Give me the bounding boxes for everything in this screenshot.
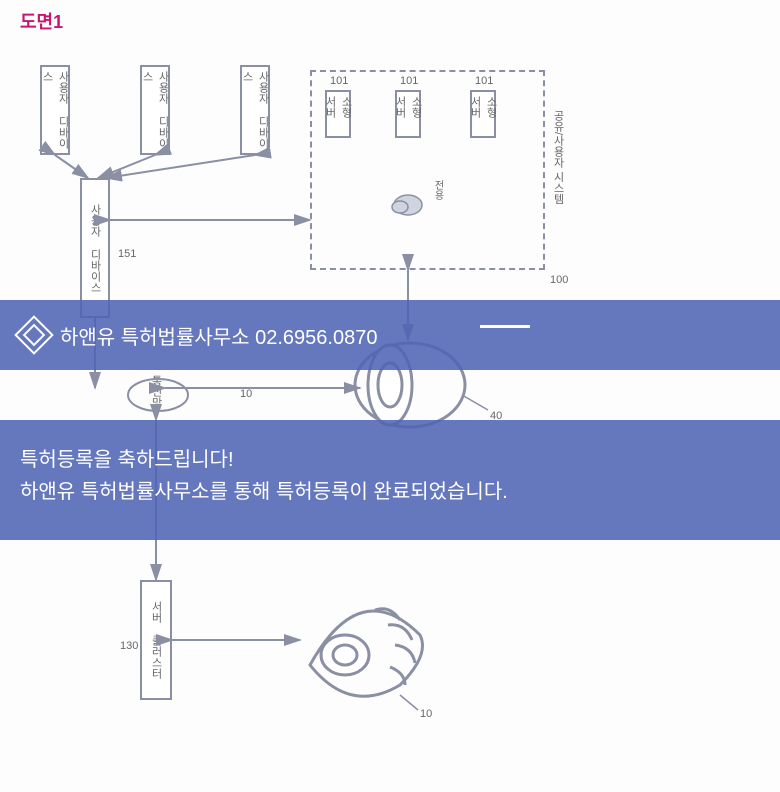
small-server-1-num: 101 xyxy=(330,75,348,87)
overlay-banner-bottom: 특허등록을 축하드립니다! 하앤유 특허법률사무소를 통해 특허등록이 완료되었… xyxy=(0,420,780,540)
small-server-1: 소형 서버 xyxy=(325,90,351,138)
user-device-box-3: 사용자 디바이스 xyxy=(240,65,270,155)
passthru-label: 통신망 xyxy=(148,375,164,408)
server-cluster-num: 130 xyxy=(120,640,138,652)
small-server-3: 소형 서버 xyxy=(470,90,496,138)
share-system-label: 공유/사용자 시스템 xyxy=(550,110,566,204)
user-device-box-1: 사용자 디바이스 xyxy=(40,65,70,155)
firm-name: 하앤유 특허법률사무소 02.6956.0870 xyxy=(60,321,377,350)
user-device-box-2: 사용자 디바이스 xyxy=(140,65,170,155)
main-device-num: 151 xyxy=(118,248,136,260)
small-server-2: 소형 서버 xyxy=(395,90,421,138)
figure-title: 도면1 xyxy=(20,8,63,34)
overlay-line2: 하앤유 특허법률사무소를 통해 특허등록이 완료되었습니다. xyxy=(20,476,760,508)
overlay-line-deco xyxy=(480,325,530,328)
bottom-obj-num: 10 xyxy=(420,708,432,720)
overlay-banner-top: 하앤유 특허법률사무소 02.6956.0870 xyxy=(0,300,780,370)
mid-small-num: 10 xyxy=(240,388,252,400)
small-server-2-num: 101 xyxy=(400,75,418,87)
firm-logo-icon xyxy=(14,315,54,355)
overlay-line1: 특허등록을 축하드립니다! xyxy=(20,444,760,476)
server-cluster-box: 서버 클러스터 xyxy=(140,580,172,700)
cloud-label: 전용 xyxy=(430,180,445,200)
main-device-box: 사용자 디바이스 xyxy=(80,178,110,318)
share-system-num: 100 xyxy=(550,274,568,286)
small-server-3-num: 101 xyxy=(475,75,493,87)
